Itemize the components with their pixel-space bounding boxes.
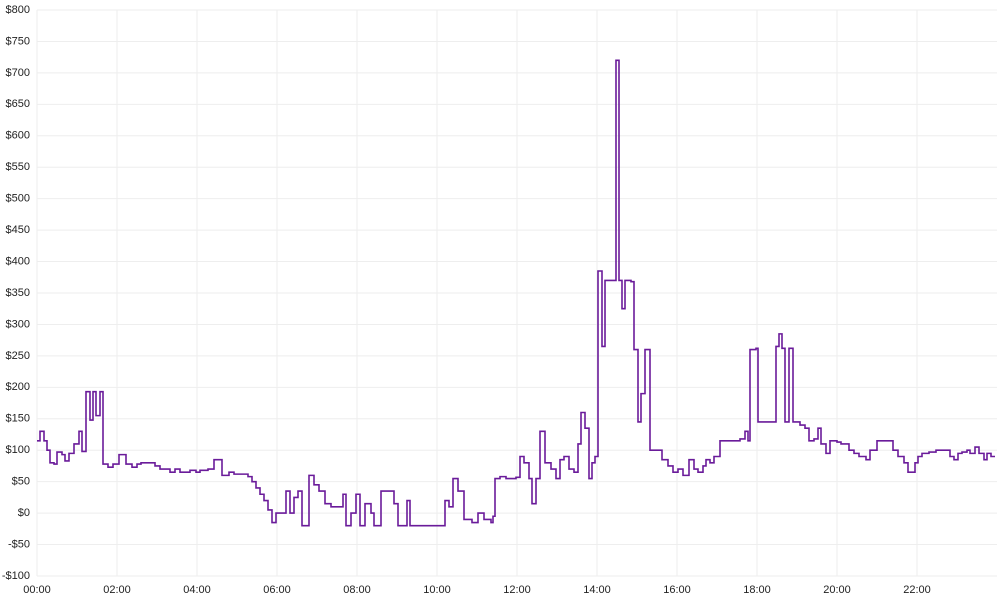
y-tick-label: $0 (18, 507, 30, 519)
y-tick-label: $550 (6, 161, 30, 173)
x-tick-label: 22:00 (903, 584, 931, 596)
x-tick-label: 16:00 (663, 584, 691, 596)
y-tick-label: $650 (6, 98, 30, 110)
x-tick-label: 00:00 (23, 584, 51, 596)
x-tick-label: 18:00 (743, 584, 771, 596)
price-line (37, 59, 995, 527)
x-tick-label: 20:00 (823, 584, 851, 596)
y-tick-label: $50 (12, 476, 30, 488)
y-tick-label: $500 (6, 193, 30, 205)
x-tick-label: 02:00 (103, 584, 131, 596)
y-tick-label: $400 (6, 255, 30, 267)
y-tick-label: $450 (6, 224, 30, 236)
y-tick-label: -$100 (2, 570, 30, 582)
x-tick-label: 14:00 (583, 584, 611, 596)
y-tick-label: $250 (6, 350, 30, 362)
y-tick-label: $350 (6, 287, 30, 299)
y-tick-label: $750 (6, 35, 30, 47)
x-tick-label: 04:00 (183, 584, 211, 596)
y-tick-label: $300 (6, 318, 30, 330)
y-tick-label: $100 (6, 444, 30, 456)
y-tick-label: $800 (6, 4, 30, 16)
x-tick-label: 10:00 (423, 584, 451, 596)
x-tick-label: 08:00 (343, 584, 371, 596)
y-tick-label: $700 (6, 67, 30, 79)
x-tick-label: 06:00 (263, 584, 291, 596)
y-tick-label: $200 (6, 381, 30, 393)
y-tick-label: $600 (6, 130, 30, 142)
y-tick-label: -$50 (8, 538, 30, 550)
y-tick-label: $150 (6, 413, 30, 425)
x-tick-label: 12:00 (503, 584, 531, 596)
